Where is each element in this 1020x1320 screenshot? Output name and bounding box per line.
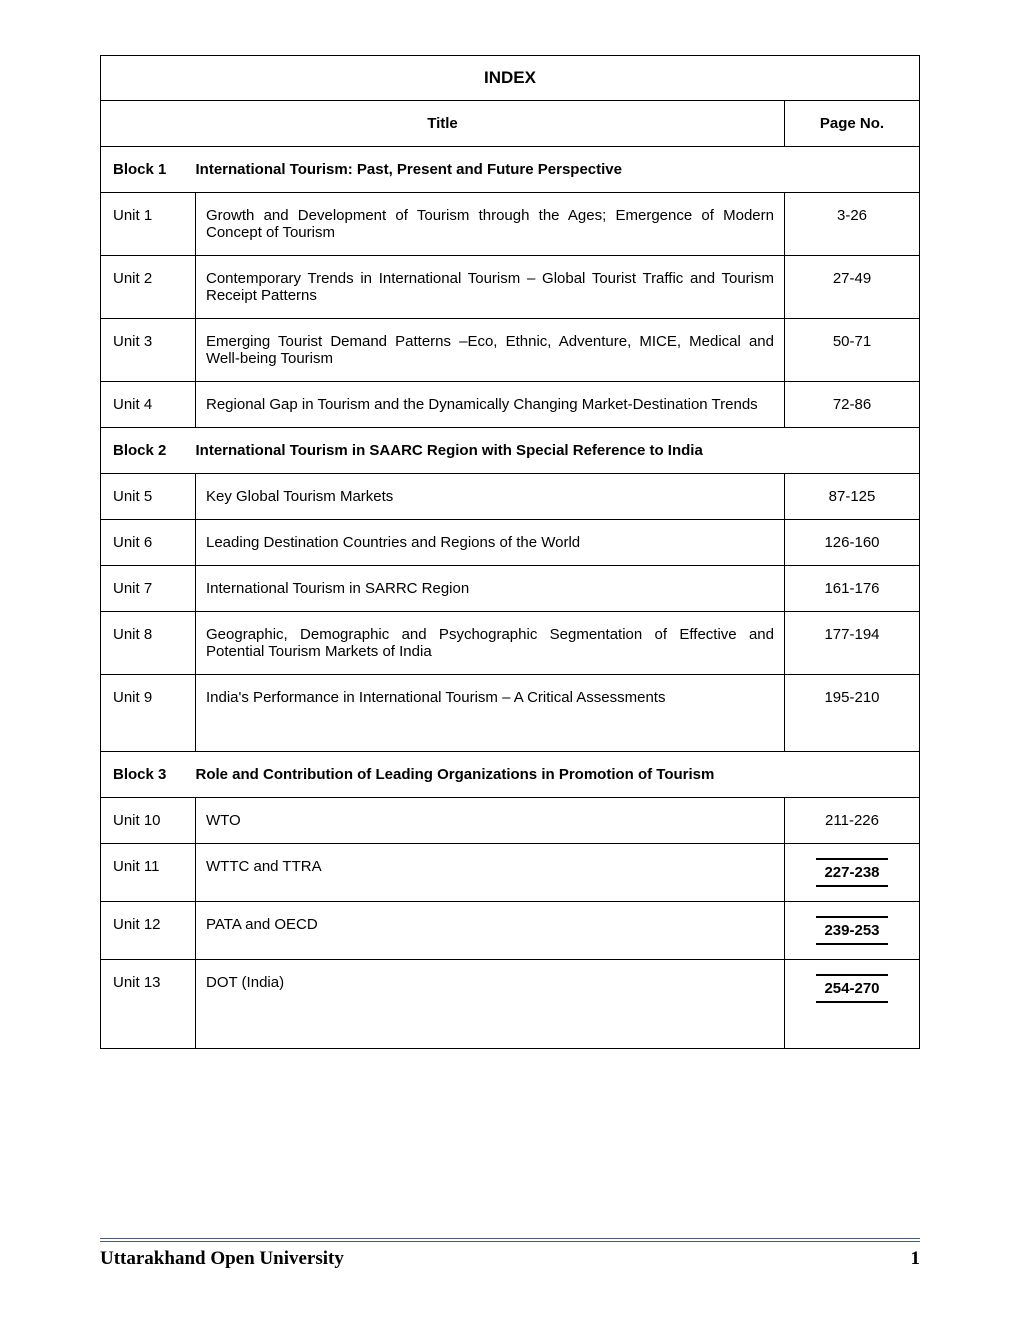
unit-page: 227-238 bbox=[785, 844, 920, 902]
block-label: Block 3 bbox=[101, 752, 196, 798]
unit-label: Unit 12 bbox=[101, 902, 196, 960]
unit-label: Unit 2 bbox=[101, 256, 196, 319]
unit-row: Unit 8Geographic, Demographic and Psycho… bbox=[101, 612, 920, 675]
block-title: Role and Contribution of Leading Organiz… bbox=[196, 752, 920, 798]
unit-label: Unit 4 bbox=[101, 382, 196, 428]
unit-page: 50-71 bbox=[785, 319, 920, 382]
index-header-row: INDEX bbox=[101, 56, 920, 101]
unit-page: 161-176 bbox=[785, 566, 920, 612]
unit-title: India's Performance in International Tou… bbox=[196, 675, 785, 752]
block-title: International Tourism: Past, Present and… bbox=[196, 147, 920, 193]
unit-page: 3-26 bbox=[785, 193, 920, 256]
block-row: Block 2International Tourism in SAARC Re… bbox=[101, 428, 920, 474]
pageno-column-header: Page No. bbox=[785, 101, 920, 147]
block-label: Block 2 bbox=[101, 428, 196, 474]
unit-title: Key Global Tourism Markets bbox=[196, 474, 785, 520]
footer-text-row: Uttarakhand Open University 1 bbox=[100, 1248, 920, 1270]
unit-page: 72-86 bbox=[785, 382, 920, 428]
title-column-header: Title bbox=[101, 101, 785, 147]
footer-divider bbox=[100, 1238, 920, 1242]
footer-page-number: 1 bbox=[911, 1248, 921, 1270]
unit-row: Unit 4Regional Gap in Tourism and the Dy… bbox=[101, 382, 920, 428]
unit-page: 126-160 bbox=[785, 520, 920, 566]
unit-page: 177-194 bbox=[785, 612, 920, 675]
unit-label: Unit 7 bbox=[101, 566, 196, 612]
block-row: Block 3Role and Contribution of Leading … bbox=[101, 752, 920, 798]
unit-title: Contemporary Trends in International Tou… bbox=[196, 256, 785, 319]
unit-title: International Tourism in SARRC Region bbox=[196, 566, 785, 612]
block-label: Block 1 bbox=[101, 147, 196, 193]
unit-title: Geographic, Demographic and Psychographi… bbox=[196, 612, 785, 675]
unit-page: 211-226 bbox=[785, 798, 920, 844]
unit-row: Unit 12PATA and OECD239-253 bbox=[101, 902, 920, 960]
block-row: Block 1International Tourism: Past, Pres… bbox=[101, 147, 920, 193]
unit-page: 254-270 bbox=[785, 960, 920, 1049]
unit-row: Unit 5Key Global Tourism Markets87-125 bbox=[101, 474, 920, 520]
unit-row: Unit 1Growth and Development of Tourism … bbox=[101, 193, 920, 256]
index-table: INDEX Title Page No. Block 1Internationa… bbox=[100, 55, 920, 1049]
unit-label: Unit 11 bbox=[101, 844, 196, 902]
unit-row: Unit 9India's Performance in Internation… bbox=[101, 675, 920, 752]
unit-label: Unit 1 bbox=[101, 193, 196, 256]
unit-page: 27-49 bbox=[785, 256, 920, 319]
unit-page: 87-125 bbox=[785, 474, 920, 520]
unit-label: Unit 6 bbox=[101, 520, 196, 566]
unit-label: Unit 8 bbox=[101, 612, 196, 675]
unit-row: Unit 7International Tourism in SARRC Reg… bbox=[101, 566, 920, 612]
unit-row: Unit 2Contemporary Trends in Internation… bbox=[101, 256, 920, 319]
unit-title: PATA and OECD bbox=[196, 902, 785, 960]
unit-title: Growth and Development of Tourism throug… bbox=[196, 193, 785, 256]
unit-row: Unit 3Emerging Tourist Demand Patterns –… bbox=[101, 319, 920, 382]
unit-title: WTTC and TTRA bbox=[196, 844, 785, 902]
unit-label: Unit 5 bbox=[101, 474, 196, 520]
unit-row: Unit 13DOT (India)254-270 bbox=[101, 960, 920, 1049]
unit-row: Unit 10WTO211-226 bbox=[101, 798, 920, 844]
unit-page: 239-253 bbox=[785, 902, 920, 960]
unit-label: Unit 13 bbox=[101, 960, 196, 1049]
unit-row: Unit 6Leading Destination Countries and … bbox=[101, 520, 920, 566]
unit-title: WTO bbox=[196, 798, 785, 844]
unit-label: Unit 3 bbox=[101, 319, 196, 382]
unit-page: 195-210 bbox=[785, 675, 920, 752]
page-footer: Uttarakhand Open University 1 bbox=[100, 1238, 920, 1270]
unit-row: Unit 11WTTC and TTRA227-238 bbox=[101, 844, 920, 902]
unit-title: Emerging Tourist Demand Patterns –Eco, E… bbox=[196, 319, 785, 382]
block-title: International Tourism in SAARC Region wi… bbox=[196, 428, 920, 474]
index-title: INDEX bbox=[101, 56, 920, 101]
unit-label: Unit 10 bbox=[101, 798, 196, 844]
unit-label: Unit 9 bbox=[101, 675, 196, 752]
footer-institution: Uttarakhand Open University bbox=[100, 1248, 344, 1270]
unit-title: Leading Destination Countries and Region… bbox=[196, 520, 785, 566]
column-header-row: Title Page No. bbox=[101, 101, 920, 147]
unit-title: Regional Gap in Tourism and the Dynamica… bbox=[196, 382, 785, 428]
unit-title: DOT (India) bbox=[196, 960, 785, 1049]
